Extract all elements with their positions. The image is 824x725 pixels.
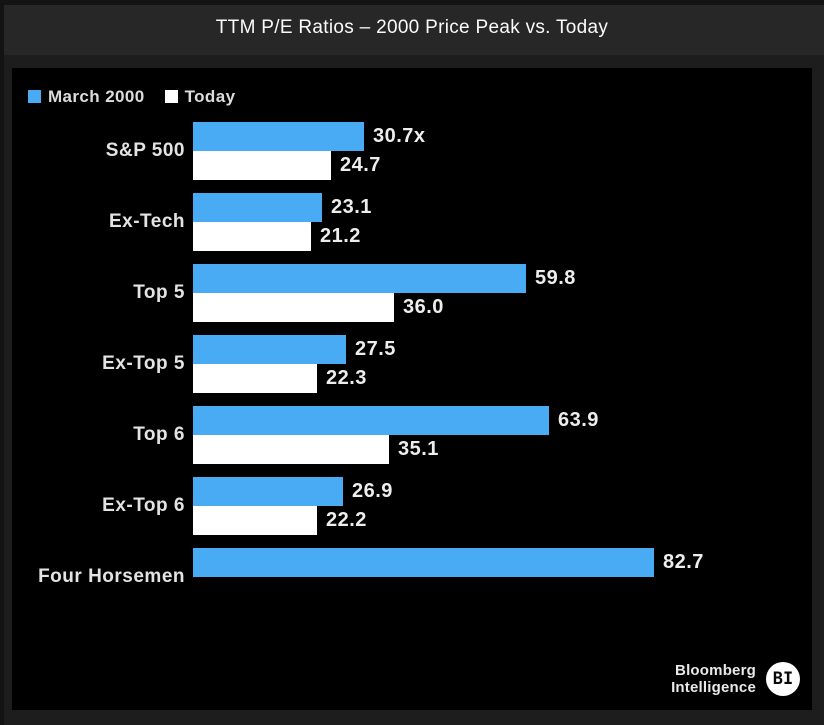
legend-item-march-2000: March 2000 (28, 87, 145, 107)
value-label-today: 24.7 (340, 154, 381, 176)
bi-badge-icon: BI (766, 662, 800, 696)
legend-label-today: Today (184, 86, 236, 106)
legend-swatch-today (164, 90, 178, 103)
legend-label-march-2000: March 2000 (48, 86, 145, 106)
bar-row: Four Horsemen 82.7 (12, 548, 812, 606)
value-label-march-2000: 82.7 (663, 551, 704, 573)
bar-group: 23.1 21.2 (193, 193, 372, 251)
bar-march-2000 (193, 406, 549, 435)
value-label-today: 22.3 (326, 367, 367, 389)
bar-today (193, 506, 317, 535)
title-bar: TTM P/E Ratios – 2000 Price Peak vs. Tod… (0, 0, 824, 55)
category-label: Top 6 (133, 424, 185, 446)
legend-swatch-march-2000 (28, 90, 41, 103)
window-edge-top (0, 0, 824, 5)
bar-line-march-2000: 23.1 (193, 193, 372, 222)
bar-march-2000 (193, 122, 364, 151)
value-label-today: 36.0 (403, 296, 444, 318)
value-label-march-2000: 59.8 (535, 267, 576, 289)
value-label-march-2000: 26.9 (352, 480, 393, 502)
bar-row: Ex-Top 5 27.5 22.3 (12, 335, 812, 393)
logo-line2: Intelligence (671, 679, 756, 696)
bar-row: S&P 500 30.7x 24.7 (12, 122, 812, 180)
bloomberg-intelligence-logo: Bloomberg Intelligence BI (671, 662, 800, 696)
value-label-march-2000: 30.7x (373, 125, 426, 147)
bar-line-today: 22.3 (193, 364, 396, 393)
bar-today (193, 364, 317, 393)
bar-line-march-2000: 26.9 (193, 477, 393, 506)
bar-line-today: 21.2 (193, 222, 372, 251)
logo-line1: Bloomberg (675, 662, 756, 679)
legend: March 2000 Today (12, 86, 812, 107)
category-label: Ex-Top 6 (102, 495, 185, 517)
bar-group: 30.7x 24.7 (193, 122, 426, 180)
bar-line-today: 35.1 (193, 435, 599, 464)
bar-line-today: 24.7 (193, 151, 426, 180)
value-label-march-2000: 27.5 (355, 338, 396, 360)
value-label-march-2000: 23.1 (331, 196, 372, 218)
bar-line-march-2000: 59.8 (193, 264, 576, 293)
window-edge-left (0, 0, 4, 725)
bar-group: 63.9 35.1 (193, 406, 599, 464)
bar-line-today: 36.0 (193, 293, 576, 322)
bar-march-2000 (193, 335, 346, 364)
bar-line-march-2000: 63.9 (193, 406, 599, 435)
value-label-today: 35.1 (398, 438, 439, 460)
bar-march-2000 (193, 477, 343, 506)
value-label-today: 22.2 (326, 509, 367, 531)
value-label-today: 21.2 (320, 225, 361, 247)
category-label: Top 5 (133, 282, 185, 304)
bar-line-today: 22.2 (193, 506, 393, 535)
bar-march-2000 (193, 193, 322, 222)
category-label: Four Horsemen (38, 566, 185, 588)
bar-today (193, 222, 311, 251)
chart-panel: March 2000 Today S&P 500 30.7x 24.7 Ex-Tech… (12, 68, 812, 710)
bar-line-march-2000: 82.7 (193, 548, 704, 577)
bar-row: Top 6 63.9 35.1 (12, 406, 812, 464)
category-label: Ex-Top 5 (102, 353, 185, 375)
bar-march-2000 (193, 264, 526, 293)
value-label-march-2000: 63.9 (558, 409, 599, 431)
bar-march-2000 (193, 548, 654, 577)
category-label: S&P 500 (105, 140, 185, 162)
bar-group: 82.7 (193, 548, 704, 606)
bar-group: 59.8 36.0 (193, 264, 576, 322)
logo-text: Bloomberg Intelligence (671, 662, 756, 696)
bar-today (193, 293, 394, 322)
bar-row: Top 5 59.8 36.0 (12, 264, 812, 322)
chart-title: TTM P/E Ratios – 2000 Price Peak vs. Tod… (215, 16, 609, 38)
legend-item-today: Today (164, 86, 236, 107)
bar-row: Ex-Tech 23.1 21.2 (12, 193, 812, 251)
bar-line-today (193, 577, 704, 606)
bar-group: 26.9 22.2 (193, 477, 393, 535)
bar-line-march-2000: 27.5 (193, 335, 396, 364)
bar-row: Ex-Top 6 26.9 22.2 (12, 477, 812, 535)
bar-group: 27.5 22.3 (193, 335, 396, 393)
bar-today (193, 151, 331, 180)
bar-today (193, 435, 389, 464)
bar-rows: S&P 500 30.7x 24.7 Ex-Tech 23.1 21.2 Top 5 59.8… (12, 122, 812, 606)
category-label: Ex-Tech (108, 211, 185, 233)
bar-line-march-2000: 30.7x (193, 122, 426, 151)
